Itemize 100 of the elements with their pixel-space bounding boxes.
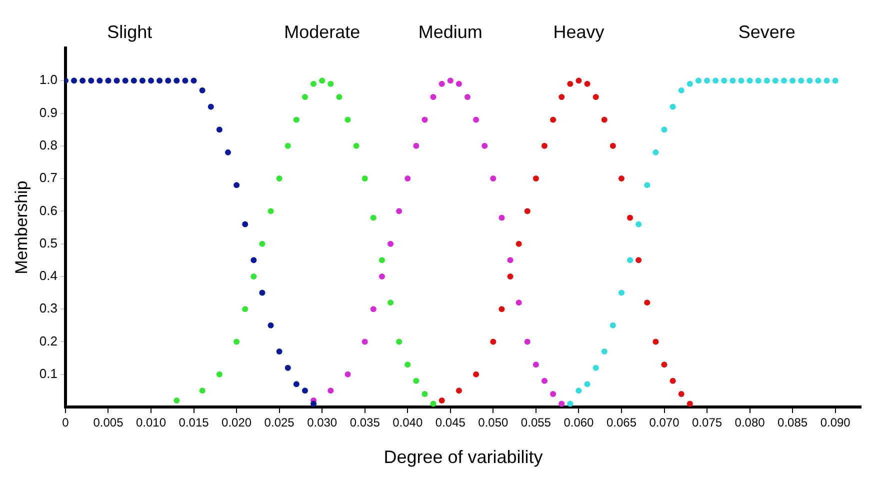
point bbox=[542, 142, 548, 149]
text: Medium bbox=[418, 22, 482, 42]
point bbox=[464, 94, 471, 100]
point bbox=[430, 94, 436, 100]
x-tick-label: 0.010 bbox=[136, 416, 166, 430]
point bbox=[704, 78, 710, 84]
x-tick-label: 0.015 bbox=[178, 416, 210, 430]
point bbox=[370, 306, 376, 312]
x-tick-label: 0.090 bbox=[820, 416, 851, 430]
point bbox=[139, 78, 146, 84]
x-tick-label: 0.080 bbox=[734, 416, 766, 430]
point bbox=[558, 94, 565, 100]
point bbox=[695, 78, 702, 84]
x-tick-label: 0.070 bbox=[649, 416, 680, 430]
x-tick-label: 0.065 bbox=[606, 416, 637, 430]
point bbox=[174, 397, 180, 404]
point bbox=[584, 381, 590, 388]
point bbox=[772, 78, 778, 84]
point bbox=[592, 364, 599, 371]
point bbox=[336, 94, 342, 100]
x-tick-label: 0.075 bbox=[692, 416, 722, 430]
point bbox=[234, 182, 240, 188]
point bbox=[362, 176, 368, 182]
point bbox=[396, 338, 402, 345]
point bbox=[550, 116, 556, 123]
point bbox=[490, 176, 496, 182]
y-tick-label: 0.5 bbox=[39, 235, 58, 250]
point bbox=[644, 300, 650, 306]
point bbox=[601, 348, 608, 355]
point bbox=[610, 142, 616, 149]
point bbox=[344, 371, 351, 378]
point bbox=[678, 87, 684, 94]
y-tick-label: 0.6 bbox=[39, 202, 58, 218]
point bbox=[790, 78, 796, 84]
point bbox=[388, 300, 394, 306]
point bbox=[670, 378, 676, 384]
point bbox=[199, 87, 206, 94]
point bbox=[259, 240, 266, 247]
point bbox=[276, 348, 282, 355]
point bbox=[686, 400, 693, 407]
point bbox=[388, 240, 394, 247]
point bbox=[524, 338, 530, 345]
point bbox=[764, 78, 770, 84]
point bbox=[310, 400, 317, 407]
point bbox=[746, 78, 753, 84]
point bbox=[114, 78, 120, 84]
point bbox=[473, 371, 480, 378]
point bbox=[96, 78, 103, 84]
x-tick-label: 0.055 bbox=[520, 416, 552, 430]
point bbox=[378, 273, 385, 280]
point bbox=[438, 397, 445, 404]
point bbox=[824, 78, 830, 84]
x-tick-label: 0.050 bbox=[478, 416, 509, 430]
point bbox=[584, 80, 590, 87]
point bbox=[532, 362, 539, 368]
point bbox=[721, 78, 728, 84]
text: Moderate bbox=[284, 22, 360, 42]
x-tick-label: 0 bbox=[62, 416, 70, 430]
point bbox=[284, 142, 291, 149]
point bbox=[661, 126, 668, 133]
point bbox=[456, 80, 462, 87]
x-tick-label: 0.030 bbox=[307, 416, 338, 430]
point bbox=[250, 273, 257, 280]
point bbox=[242, 306, 248, 312]
y-tick-label: 0.1 bbox=[39, 366, 58, 381]
x-tick-label: 0.040 bbox=[392, 416, 423, 430]
series-label: Slight bbox=[107, 22, 152, 42]
point bbox=[601, 116, 608, 123]
point bbox=[268, 208, 274, 214]
point bbox=[832, 78, 838, 84]
point bbox=[815, 78, 822, 84]
point bbox=[328, 388, 334, 394]
point bbox=[344, 116, 351, 123]
y-tick-label: 0.4 bbox=[39, 268, 58, 284]
point bbox=[293, 116, 300, 123]
point bbox=[652, 149, 659, 156]
point bbox=[396, 208, 402, 214]
y-tick-label: 0.7 bbox=[39, 170, 58, 186]
point bbox=[712, 78, 719, 84]
point bbox=[276, 176, 282, 182]
x-axis-title: Degree of variability bbox=[384, 447, 543, 468]
point bbox=[156, 78, 163, 84]
x-tick-label: 0.020 bbox=[222, 416, 252, 430]
x-tick-label: 0.025 bbox=[264, 416, 295, 430]
point bbox=[413, 142, 420, 149]
point bbox=[670, 104, 676, 110]
point bbox=[328, 80, 334, 87]
point bbox=[216, 126, 222, 133]
y-tick-label: 1.0 bbox=[39, 72, 58, 88]
point bbox=[456, 388, 462, 394]
point bbox=[507, 257, 514, 264]
point bbox=[550, 390, 556, 397]
y-tick-label: 0.3 bbox=[39, 300, 58, 316]
point bbox=[447, 78, 454, 84]
point bbox=[482, 142, 488, 149]
point bbox=[516, 300, 522, 306]
point bbox=[490, 338, 496, 345]
point bbox=[652, 338, 659, 345]
y-axis-title: Membership bbox=[12, 180, 31, 274]
point bbox=[507, 273, 514, 280]
